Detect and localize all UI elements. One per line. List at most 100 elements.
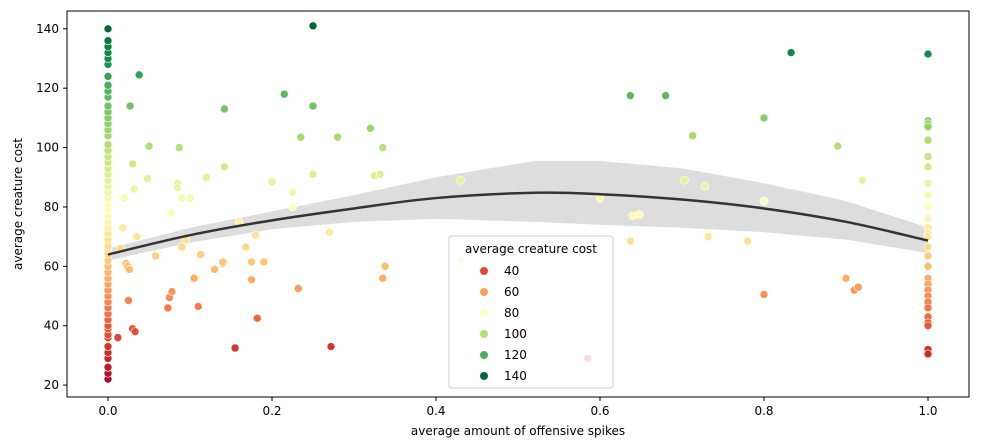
data-point	[218, 257, 228, 267]
data-point	[923, 178, 933, 188]
data-point	[786, 48, 796, 57]
data-point	[202, 172, 211, 182]
data-point	[166, 208, 176, 218]
data-point	[103, 72, 113, 81]
data-point	[680, 175, 689, 185]
legend-marker	[480, 351, 488, 359]
data-point	[124, 296, 133, 305]
legend-label: 80	[504, 306, 519, 320]
data-point	[132, 232, 141, 241]
data-point	[743, 236, 752, 246]
y-tick-label: 100	[36, 141, 59, 155]
data-point	[456, 175, 465, 185]
plot-frame	[66, 10, 970, 398]
legend: average creature cost 40 60 80 100 120 140	[448, 235, 614, 389]
data-point	[308, 21, 318, 31]
data-point	[128, 159, 137, 169]
data-point	[923, 251, 933, 261]
data-point	[308, 101, 318, 111]
data-point	[279, 89, 289, 99]
legend-label: 60	[504, 285, 519, 299]
data-point	[923, 262, 933, 271]
data-point	[288, 187, 297, 197]
data-point	[143, 174, 152, 184]
trend-line	[107, 191, 929, 256]
data-point	[130, 327, 140, 336]
data-point	[177, 193, 187, 203]
data-point	[759, 290, 769, 299]
legend-label: 120	[504, 348, 527, 362]
legend-title: average creature cost	[465, 242, 597, 256]
data-point	[196, 250, 205, 259]
data-point	[185, 193, 195, 203]
legend-entries: 40 60 80 100 120 140	[480, 264, 527, 383]
data-point	[247, 257, 256, 267]
data-point	[167, 287, 177, 296]
x-axis-label: average amount of offensive spikes	[411, 424, 625, 438]
data-point	[220, 162, 229, 172]
y-tick-label: 140	[36, 22, 59, 36]
data-point	[129, 184, 139, 194]
data-point	[923, 190, 933, 200]
trend-line-layer	[107, 191, 929, 256]
y-tick-label: 60	[44, 259, 59, 273]
data-point	[635, 210, 644, 219]
data-point	[923, 49, 933, 59]
data-point	[144, 141, 154, 151]
data-point	[626, 236, 635, 246]
data-point	[700, 181, 710, 191]
data-point	[125, 265, 134, 274]
data-point	[759, 196, 769, 206]
legend-marker	[480, 288, 488, 296]
legend-marker	[480, 267, 488, 275]
x-tick-label: 0.6	[590, 404, 609, 418]
y-axis-label: average creature cost	[11, 138, 25, 270]
data-point	[173, 183, 182, 192]
data-point	[858, 175, 867, 185]
x-tick-label: 0.8	[754, 404, 773, 418]
data-point	[103, 36, 113, 45]
data-point	[210, 265, 219, 274]
data-point	[175, 143, 184, 152]
data-point	[923, 122, 933, 132]
data-point	[103, 101, 113, 111]
data-point	[326, 342, 336, 351]
legend-label: 100	[504, 327, 527, 341]
data-point	[296, 132, 306, 142]
x-axis-ticks: 0.0 0.2 0.4 0.6 0.8 1.0	[98, 397, 938, 418]
data-point	[923, 214, 933, 224]
x-tick-label: 0.2	[262, 404, 281, 418]
y-axis-ticks: 20 40 60 80 100 120 140	[36, 22, 67, 392]
data-point	[103, 80, 113, 90]
data-point	[251, 230, 260, 240]
data-point	[252, 314, 262, 323]
data-point	[103, 363, 113, 372]
data-point	[626, 91, 635, 100]
data-point	[230, 343, 240, 353]
x-tick-label: 0.0	[98, 404, 117, 418]
data-point	[151, 251, 160, 261]
data-point	[923, 349, 933, 359]
legend-marker	[480, 330, 488, 338]
y-tick-label: 80	[44, 200, 59, 214]
data-point	[923, 162, 933, 172]
legend-box	[448, 235, 614, 389]
y-tick-label: 120	[36, 81, 59, 95]
data-point	[923, 135, 933, 145]
data-point	[325, 227, 334, 237]
data-point	[189, 273, 199, 283]
data-point	[163, 303, 173, 313]
data-point	[923, 202, 933, 212]
x-tick-label: 1.0	[918, 404, 937, 418]
data-point	[103, 140, 113, 149]
data-point	[923, 232, 933, 241]
data-point	[375, 170, 385, 179]
confidence-band-layer	[108, 160, 928, 261]
data-point	[378, 143, 388, 152]
data-point	[703, 232, 713, 241]
data-point	[267, 177, 277, 187]
data-point	[193, 302, 203, 311]
data-point	[247, 275, 256, 285]
y-tick-label: 20	[44, 378, 59, 392]
data-point	[923, 152, 933, 161]
